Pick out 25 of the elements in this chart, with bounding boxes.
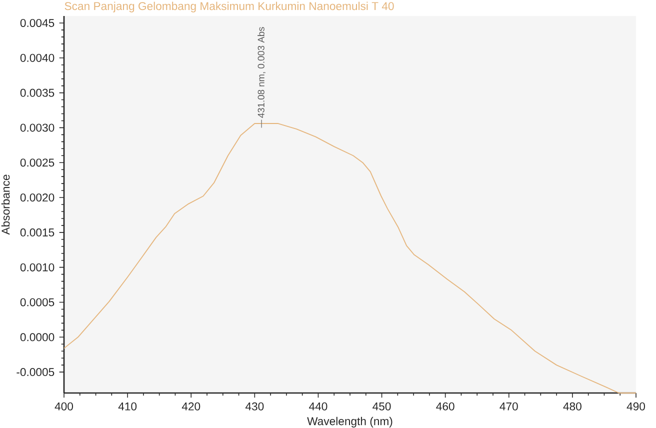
- y-tick-label: 0.0010: [20, 263, 54, 272]
- x-tick-label: 490: [626, 402, 645, 410]
- x-tick-label: 430: [245, 402, 264, 410]
- chart-title: Scan Panjang Gelombang Maksimum Kurkumin Nanoemulsi T 40: [64, 2, 394, 12]
- y-tick-label: 0.0020: [20, 194, 54, 202]
- x-tick-label: 440: [309, 402, 328, 410]
- y-tick-label: 0.0025: [20, 158, 54, 167]
- x-tick-label: 450: [372, 402, 391, 410]
- x-tick-label: 480: [563, 402, 582, 410]
- y-tick-label: -0.0005: [16, 368, 54, 376]
- y-tick-label: 0.0040: [20, 54, 54, 62]
- x-tick-label: 420: [182, 402, 200, 410]
- y-tick-label: 0.0000: [20, 333, 54, 342]
- x-axis-title: Wavelength (nm): [307, 416, 392, 428]
- y-tick-label: 0.0015: [20, 228, 54, 236]
- y-tick-label: 0.0045: [20, 18, 54, 27]
- x-tick-label: 410: [118, 402, 137, 410]
- y-tick-label: 0.0035: [20, 88, 54, 97]
- annotation: 431.08 nm, 0.003 Abs: [258, 27, 266, 118]
- x-tick-label: 470: [500, 402, 518, 410]
- y-tick-label: 0.0030: [20, 124, 54, 132]
- x-tick-label: 400: [54, 402, 74, 410]
- y-tick-label: 0.0005: [20, 298, 54, 306]
- y-axis-title: Absorbance: [1, 174, 10, 235]
- x-tick-label: 460: [436, 402, 454, 410]
